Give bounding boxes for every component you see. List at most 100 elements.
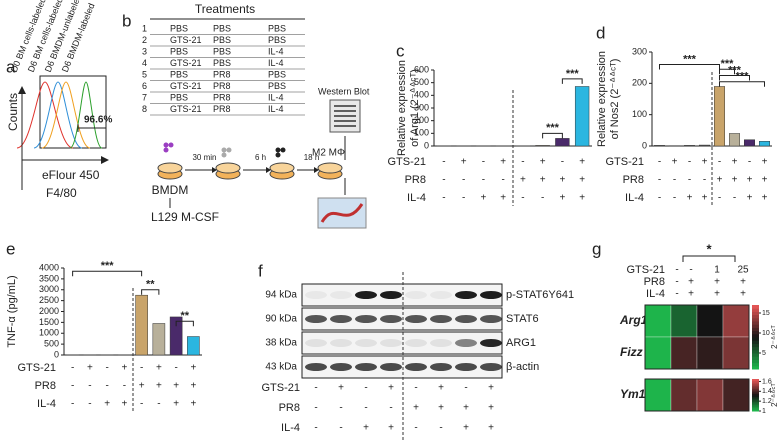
heatmap-frame bbox=[644, 304, 750, 370]
protein-label: p-STAT6Y641 bbox=[506, 289, 574, 301]
row-sign: + bbox=[480, 193, 486, 204]
row-sign: - bbox=[123, 381, 126, 392]
bar bbox=[729, 133, 740, 147]
row-sign: - bbox=[675, 277, 678, 288]
row-sign: + bbox=[732, 175, 738, 186]
y-axis-label: Relative expression bbox=[396, 60, 408, 156]
row-sign: + bbox=[173, 381, 179, 392]
heatmap-cell bbox=[644, 304, 672, 338]
significance-label: *** bbox=[566, 68, 580, 80]
row-sign: - bbox=[718, 193, 721, 204]
particle bbox=[163, 142, 169, 148]
colorbar-step bbox=[752, 337, 759, 341]
row-sign: + bbox=[190, 399, 196, 410]
table-cell: PBS bbox=[268, 35, 286, 45]
y-tick-label: 200 bbox=[632, 78, 647, 88]
blot-band bbox=[480, 339, 502, 347]
row-label: PR8 bbox=[279, 402, 300, 414]
row-sign: + bbox=[714, 289, 720, 300]
row-sign: - bbox=[675, 265, 678, 276]
heatmap-cell bbox=[722, 336, 750, 370]
row-sign: - bbox=[482, 157, 485, 168]
row-sign: - bbox=[501, 175, 504, 186]
bar bbox=[744, 139, 755, 147]
table-cell: PBS bbox=[213, 23, 231, 33]
significance-bracket bbox=[561, 78, 583, 84]
blot-band bbox=[330, 339, 352, 347]
blot-band bbox=[380, 363, 402, 371]
significance-bracket bbox=[175, 320, 194, 327]
y-axis-label: of Arg1 (2⁻ᐞᐞᶜᵀ) bbox=[409, 69, 421, 147]
blot-band bbox=[430, 291, 452, 299]
row-sign: - bbox=[140, 363, 143, 374]
significance-label: *** bbox=[683, 53, 697, 65]
blot-band bbox=[380, 315, 402, 323]
row-sign: - bbox=[71, 363, 74, 374]
histogram-curve bbox=[16, 81, 74, 149]
row-number: 2 bbox=[142, 35, 147, 45]
significance-bracket bbox=[542, 132, 563, 139]
bar bbox=[135, 294, 148, 356]
significance-bracket bbox=[141, 289, 160, 295]
row-sign: + bbox=[463, 403, 469, 414]
blot-band bbox=[355, 363, 377, 371]
row-sign: 25 bbox=[737, 265, 749, 276]
significance-label: *** bbox=[728, 64, 742, 76]
colorbar-step bbox=[752, 365, 759, 370]
blot-band bbox=[305, 363, 327, 371]
row-sign: - bbox=[364, 383, 367, 394]
colorbar-step bbox=[752, 406, 759, 409]
table-cell: GTS-21 bbox=[170, 104, 202, 114]
row-sign: - bbox=[71, 399, 74, 410]
row-sign: + bbox=[461, 157, 467, 168]
row-sign: - bbox=[339, 403, 342, 414]
y-tick-label: 3000 bbox=[39, 284, 59, 294]
size-label: 38 kDa bbox=[265, 338, 297, 349]
dish-top bbox=[317, 162, 343, 174]
y-tick-label: 4000 bbox=[39, 262, 59, 272]
colorbar-step bbox=[752, 404, 759, 407]
arrow bbox=[212, 167, 217, 173]
bar bbox=[759, 141, 770, 147]
row-sign: + bbox=[579, 175, 585, 186]
y-tick-label: 0 bbox=[424, 140, 429, 150]
arrow bbox=[314, 167, 319, 173]
row-sign: + bbox=[747, 175, 753, 186]
size-label: 90 kDa bbox=[265, 314, 297, 325]
row-sign: + bbox=[740, 289, 746, 300]
row-sign: + bbox=[672, 157, 678, 168]
significance-bracket bbox=[72, 270, 143, 277]
colorbar-step bbox=[752, 385, 759, 388]
blot-band bbox=[330, 315, 352, 323]
heatmap-cell bbox=[644, 378, 672, 412]
blot-band bbox=[330, 363, 352, 371]
dish-top bbox=[215, 162, 241, 174]
row-sign: + bbox=[488, 383, 494, 394]
table-cell: IL-4 bbox=[268, 104, 284, 114]
row-sign: - bbox=[105, 381, 108, 392]
colorbar-step bbox=[752, 391, 759, 394]
colorbar-tick-label: 15 bbox=[762, 310, 770, 317]
colorbar-step bbox=[752, 382, 759, 385]
heatmap-cell bbox=[722, 378, 750, 412]
bar bbox=[654, 145, 665, 147]
y-tick-label: 3500 bbox=[39, 273, 59, 283]
row-number: 4 bbox=[142, 58, 147, 68]
blot-band bbox=[405, 291, 427, 299]
heatmap-cell bbox=[696, 304, 724, 338]
row-sign: + bbox=[87, 363, 93, 374]
blot-band bbox=[330, 291, 352, 299]
protein-label: β-actin bbox=[506, 361, 539, 373]
y-tick-label: 2000 bbox=[39, 306, 59, 316]
row-sign: + bbox=[540, 157, 546, 168]
colorbar-tick-label: 1 bbox=[762, 408, 766, 415]
colorbar-step bbox=[752, 383, 759, 386]
particle bbox=[280, 147, 286, 153]
table-cell: PBS bbox=[213, 46, 231, 56]
row-sign: + bbox=[121, 363, 127, 374]
row-sign: + bbox=[688, 277, 694, 288]
colorbar-step bbox=[752, 395, 759, 398]
row-label: IL-4 bbox=[646, 288, 665, 300]
colorbar-step bbox=[752, 356, 759, 360]
row-sign: - bbox=[658, 193, 661, 204]
